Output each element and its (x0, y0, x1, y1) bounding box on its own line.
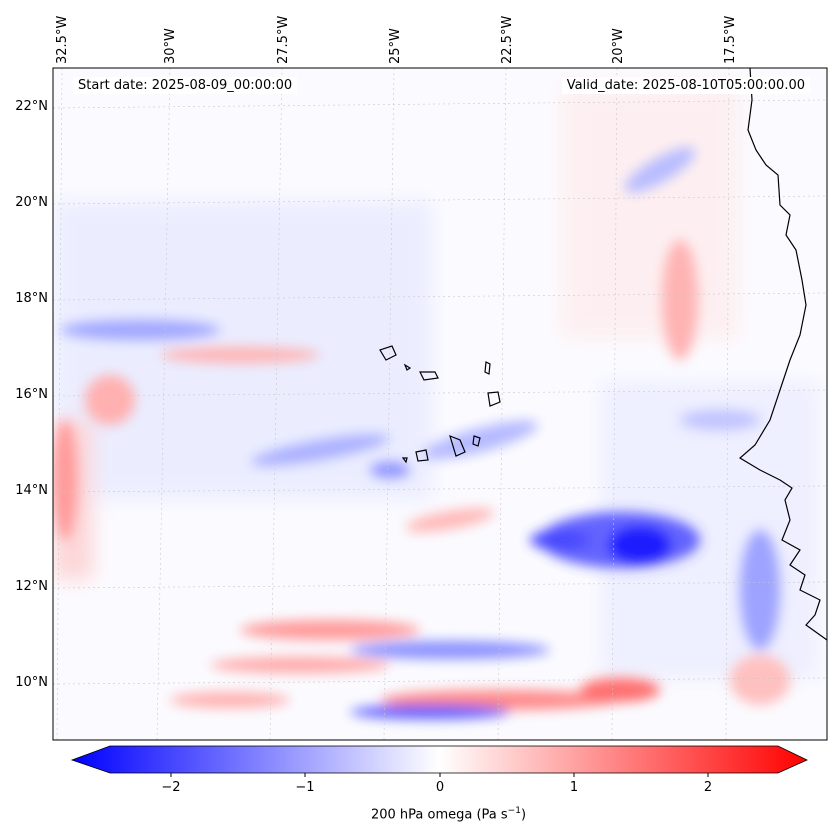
valid-date-label: Valid_date: 2025-08-10T05:00:00.00 (561, 77, 810, 94)
colorbar-tick: 0 (435, 780, 445, 795)
lat-label: 10°N (15, 675, 48, 690)
start-date-label: Start date: 2025-08-09_00:00:00 (73, 77, 298, 94)
lon-label: 22.5°W (500, 15, 515, 64)
lon-label: 25°W (388, 28, 403, 64)
lat-label: 16°N (15, 387, 48, 402)
colorbar (70, 745, 808, 777)
lon-label: 27.5°W (276, 15, 291, 64)
lat-label: 18°N (15, 291, 48, 306)
colorbar-tick: 2 (703, 780, 713, 795)
lat-label: 12°N (15, 579, 48, 594)
colorbar-tick: −2 (161, 780, 181, 795)
map-frame (52, 67, 828, 741)
lon-label: 17.5°W (723, 15, 738, 64)
lon-label: 20°W (611, 28, 626, 64)
africa-coastline (738, 68, 827, 641)
lon-label: 30°W (163, 28, 178, 64)
lat-label: 14°N (15, 483, 48, 498)
lat-label: 20°N (15, 195, 48, 210)
colorbar-tick: 1 (569, 780, 579, 795)
cape-verde-islands (379, 345, 501, 464)
lat-label: 22°N (15, 99, 48, 114)
colorbar-tick: −1 (295, 780, 315, 795)
colorbar-label: 200 hPa omega (Pa s−1) (370, 806, 527, 823)
lon-label: 32.5°W (55, 15, 70, 64)
omega-field (53, 68, 827, 740)
